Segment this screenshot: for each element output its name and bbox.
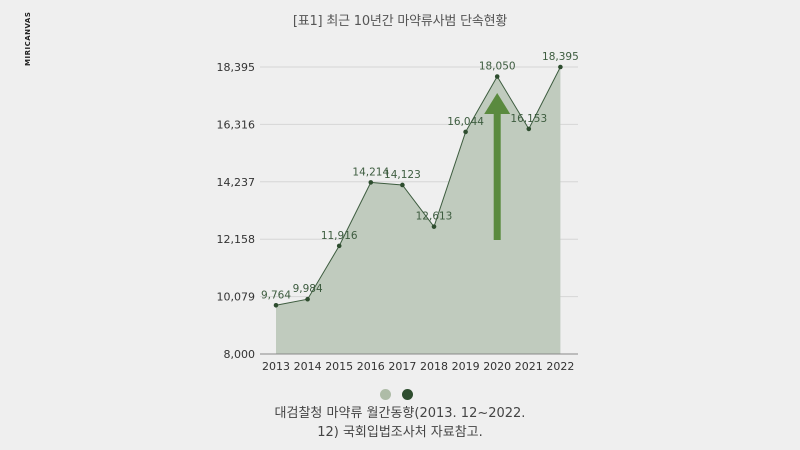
series-line: [275, 66, 561, 306]
data-point: [336, 243, 342, 249]
data-point: [400, 182, 405, 188]
data-label: 16,044: [447, 116, 484, 128]
data-point: [463, 129, 468, 135]
data-label: 12,613: [416, 211, 453, 223]
data-label: 18,050: [479, 61, 516, 73]
y-tick-label: 14,237: [217, 176, 256, 189]
x-tick-label: 2017: [388, 360, 416, 373]
data-label: 14,214: [352, 166, 389, 178]
data-point: [558, 64, 563, 70]
y-tick-label: 10,079: [217, 291, 256, 304]
data-point: [431, 224, 437, 229]
x-tick-label: 2018: [420, 360, 448, 373]
data-point: [494, 74, 500, 79]
x-tick-label: 2021: [515, 360, 543, 373]
data-label: 9,984: [293, 283, 323, 295]
legend-dot-light: [380, 389, 391, 400]
source-note: 대검찰청 마약류 월간동향(2013. 12~2022. 12) 국회입법조사처…: [0, 404, 800, 442]
source-note-line-1: 대검찰청 마약류 월간동향(2013. 12~2022.: [274, 406, 526, 421]
y-tick-label: 16,316: [217, 118, 256, 131]
y-tick-label: 8,000: [224, 348, 256, 361]
data-label: 11,916: [321, 230, 358, 242]
y-tick-label: 12,158: [217, 233, 256, 246]
x-tick-label: 2020: [483, 360, 511, 373]
legend-dot-dark: [402, 389, 413, 400]
x-tick-label: 2014: [294, 360, 322, 373]
data-point: [273, 302, 279, 308]
series-area: [276, 67, 561, 354]
x-tick-label: 2016: [357, 360, 385, 373]
data-label: 9,764: [261, 289, 291, 301]
data-point: [368, 180, 374, 185]
x-tick-label: 2019: [452, 360, 480, 373]
y-tick-label: 18,395: [217, 61, 256, 74]
data-label: 18,395: [542, 51, 579, 63]
data-label: 16,153: [510, 113, 547, 125]
data-point: [305, 296, 310, 302]
source-note-line-2: 12) 국회입법조사처 자료참고.: [317, 425, 483, 440]
x-tick-label: 2013: [262, 360, 290, 373]
trend-arrow-head: [484, 93, 511, 114]
x-tick-label: 2015: [325, 360, 353, 373]
data-point: [526, 126, 532, 132]
x-tick-label: 2022: [546, 360, 574, 373]
trend-arrow-shaft: [493, 110, 501, 240]
chart-title: [표1] 최근 10년간 마약류사범 단속현황: [292, 14, 508, 29]
data-label: 14,123: [384, 169, 421, 181]
legend: [380, 389, 413, 400]
